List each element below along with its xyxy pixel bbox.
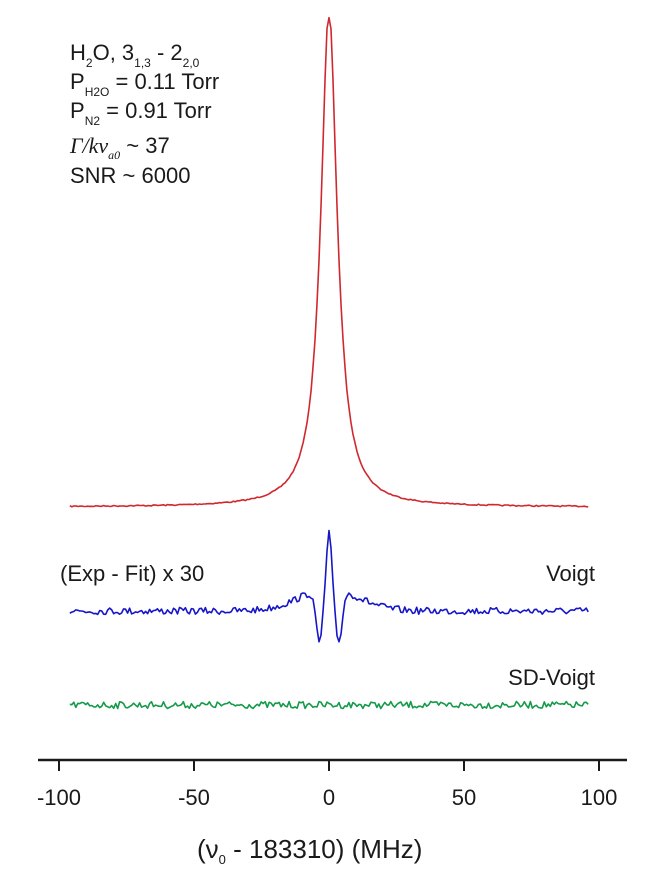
annotation-ratio-sub: a0 bbox=[108, 148, 120, 162]
annotation-species-part: O, 3 bbox=[93, 40, 135, 65]
annotation-species-part: - 2 bbox=[151, 40, 183, 65]
sd-voigt-label: SD-Voigt bbox=[508, 665, 595, 690]
annotation-species-part: H bbox=[70, 40, 86, 65]
annotation-p-n2: PN2 = 0.91 Torr bbox=[70, 98, 212, 128]
annotation-p-h2o-symbol: P bbox=[70, 69, 85, 94]
x-axis-label: (ν0 - 183310) (MHz) bbox=[197, 834, 422, 867]
annotation-species-sub: 1,3 bbox=[134, 56, 151, 70]
x-axis-label-open: (ν bbox=[197, 834, 219, 864]
x-tick-label: 50 bbox=[452, 785, 476, 810]
x-axis-label-rest: - 183310) (MHz) bbox=[226, 834, 423, 864]
x-tick-label: 100 bbox=[581, 785, 618, 810]
annotation-ratio: Γ/kva0 ~ 37 bbox=[69, 133, 170, 162]
series-line-spectrum bbox=[69, 16, 589, 508]
annotation-p-n2-sub: N2 bbox=[85, 114, 101, 128]
x-tick-label: 0 bbox=[323, 785, 335, 810]
x-axis-label-sub: 0 bbox=[219, 852, 226, 867]
x-ticks: -100 -50 0 50 100 bbox=[37, 760, 617, 810]
series-line-sd-voigt-residual bbox=[69, 700, 589, 710]
plot-curves bbox=[69, 16, 589, 710]
annotation-p-n2-value: = 0.91 Torr bbox=[100, 98, 212, 123]
annotation-p-n2-symbol: P bbox=[70, 98, 85, 123]
voigt-label: Voigt bbox=[546, 561, 595, 586]
series-line-voigt-residual bbox=[69, 529, 589, 643]
annotation-species-sub: 2 bbox=[86, 56, 93, 70]
residual-label: (Exp - Fit) x 30 bbox=[60, 561, 204, 586]
annotation-block: H2O, 31,3 - 22,0 PH2O = 0.11 Torr PN2 = … bbox=[69, 40, 219, 188]
x-axis: -100 -50 0 50 100 bbox=[37, 758, 627, 810]
annotation-p-h2o-value: = 0.11 Torr bbox=[109, 69, 219, 94]
annotation-species: H2O, 31,3 - 22,0 bbox=[70, 40, 200, 70]
annotation-species-sub: 2,0 bbox=[183, 56, 200, 70]
x-tick-label: -100 bbox=[37, 785, 81, 810]
annotation-p-h2o: PH2O = 0.11 Torr bbox=[70, 69, 219, 99]
annotation-snr: SNR ~ 6000 bbox=[70, 163, 190, 188]
annotation-p-h2o-sub: H2O bbox=[85, 85, 110, 99]
annotation-ratio-symbol: Γ/kv bbox=[69, 133, 108, 158]
x-tick-label: -50 bbox=[178, 785, 210, 810]
annotation-ratio-value: ~ 37 bbox=[120, 133, 170, 158]
